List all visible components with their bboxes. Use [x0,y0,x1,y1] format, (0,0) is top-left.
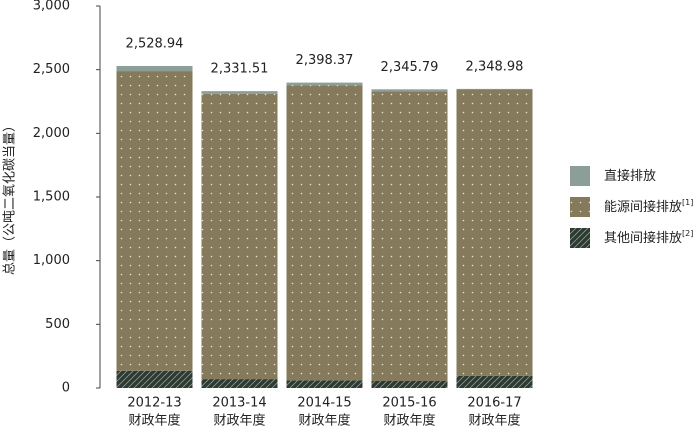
y-tick-label: 2,000 [33,126,70,141]
total-label: 2,345.79 [381,60,439,75]
x-tick-label: 财政年度 [468,413,520,429]
legend-footnote: [1] [682,198,693,207]
legend-name: 其他间接排放 [604,230,682,246]
bar-segment [456,375,533,388]
total-label: 2,331.51 [211,62,269,77]
bar-segment [116,71,193,371]
x-tick-label: 2013-14 [212,396,266,411]
total-label: 2,348.98 [466,59,524,74]
bar-segment [286,82,363,86]
y-tick-label: 2,500 [33,62,70,77]
legend-name: 直接排放 [604,168,656,184]
legend-name: 能源间接排放 [604,199,682,215]
x-tick-label: 2014-15 [297,396,351,411]
bar-segment [116,65,193,72]
y-tick-label: 1,500 [33,190,70,205]
bar-segment [456,89,533,376]
y-tick-label: 1,000 [33,253,70,268]
x-tick-label: 财政年度 [298,413,350,429]
legend-label: 其他间接排放[2] [604,229,693,246]
legend-swatch [570,228,590,248]
x-tick-label: 财政年度 [128,413,180,429]
bar-segment [201,91,278,94]
bar-segment [116,370,193,388]
legend-footnote: [2] [682,229,693,238]
bar-segment [371,380,448,388]
bar-segment [456,88,533,90]
legend-swatch [570,166,590,186]
bar-segment [371,89,448,92]
y-tick-label: 3,000 [33,0,70,14]
bar-segment [286,380,363,388]
x-tick-label: 2015-16 [382,396,436,411]
total-label: 2,528.94 [126,36,184,51]
legend-label: 能源间接排放[1] [604,198,693,215]
bar-segment [371,91,448,381]
x-tick-label: 财政年度 [213,413,265,429]
bar-segment [201,379,278,388]
legend-label: 直接排放 [604,168,656,184]
total-label: 2,398.37 [296,53,354,68]
x-tick-label: 2016-17 [467,396,521,411]
legend-swatch [570,197,590,217]
bar-segment [286,85,363,381]
x-tick-label: 2012-13 [127,396,181,411]
y-tick-label: 0 [62,381,70,396]
y-tick-label: 500 [45,317,70,332]
x-tick-label: 财政年度 [383,413,435,429]
y-axis-label: 总量（公吨二氧化碳当量） [3,119,18,275]
bar-segment [201,93,278,380]
